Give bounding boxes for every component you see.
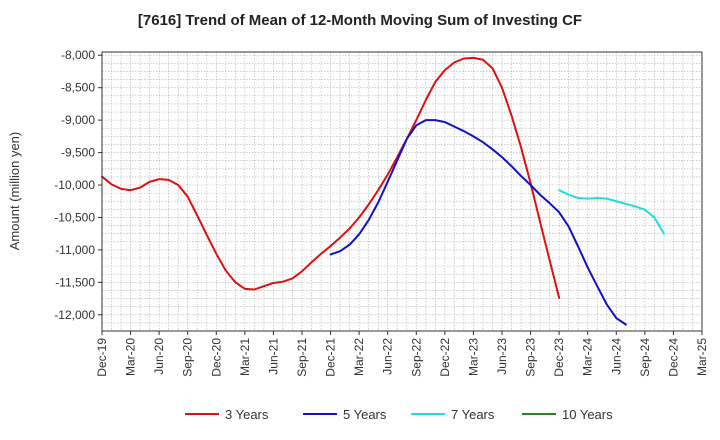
x-tick-label: Dec-19 [95, 338, 109, 377]
series-line-7-years [558, 189, 665, 235]
x-tick-label: Mar-23 [466, 338, 480, 376]
x-tick-label: Jun-21 [266, 338, 280, 375]
y-tick-label: -9,000 [61, 113, 95, 127]
y-tick-label: -8,000 [61, 48, 95, 62]
plot-area [102, 52, 702, 331]
x-tick-label: Sep-24 [638, 338, 652, 377]
y-tick-label: -10,000 [54, 178, 95, 192]
x-tick-label: Mar-20 [124, 338, 138, 376]
y-tick-label: -9,500 [61, 146, 95, 160]
x-tick-label: Dec-22 [438, 338, 452, 377]
x-tick-label: Dec-24 [666, 338, 680, 377]
legend-label-5-years: 5 Years [343, 407, 387, 422]
legend-label-3-years: 3 Years [225, 407, 269, 422]
x-tick-label: Jun-22 [381, 338, 395, 375]
series-line-3-years [101, 56, 561, 299]
series-lines [101, 56, 665, 326]
x-tick-label: Sep-22 [409, 338, 423, 377]
y-tick-label: -12,000 [54, 308, 95, 322]
y-tick-label: -11,500 [55, 275, 95, 289]
series-line-5-years [329, 119, 627, 326]
x-tick-label: Mar-21 [238, 338, 252, 376]
x-tick-label: Mar-24 [581, 338, 595, 376]
y-tick-label: -10,500 [54, 210, 95, 224]
x-tick-label: Dec-20 [209, 338, 223, 377]
y-axis-label: Amount (million yen) [7, 132, 22, 251]
x-tick-label: Jun-23 [495, 338, 509, 375]
plot-frame [101, 51, 703, 332]
legend: 3 Years 5 Years 7 Years 10 Years [185, 407, 613, 422]
x-tick-label: Jun-20 [152, 338, 166, 375]
x-tick-label: Dec-23 [552, 338, 566, 377]
y-tick-label: -8,500 [61, 81, 95, 95]
x-tick-label: Sep-20 [181, 338, 195, 377]
x-tick-label: Mar-25 [695, 338, 709, 376]
chart-title: [7616] Trend of Mean of 12-Month Moving … [138, 12, 582, 29]
x-tick-label: Dec-21 [324, 338, 338, 377]
y-axis-ticks: -8,000 -8,500 -9,000 -9,500 -10,000 -10,500 -1… [54, 48, 102, 322]
x-tick-label: Sep-23 [524, 338, 538, 377]
legend-label-7-years: 7 Years [451, 407, 495, 422]
x-axis-ticks: Dec-19 Mar-20 Jun-20 Sep-20 Dec-20 Mar-21 Jun-… [95, 331, 709, 377]
x-tick-label: Mar-22 [352, 338, 366, 376]
y-tick-label: -11,000 [55, 243, 95, 257]
x-tick-label: Sep-21 [295, 338, 309, 377]
legend-label-10-years: 10 Years [562, 407, 613, 422]
x-tick-label: Jun-24 [609, 338, 623, 375]
